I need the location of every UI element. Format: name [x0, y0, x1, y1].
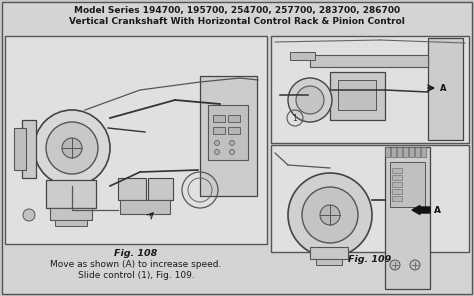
Bar	[46, 180, 96, 208]
Bar	[213, 127, 225, 134]
Circle shape	[215, 141, 219, 146]
Circle shape	[46, 122, 98, 174]
Bar	[22, 120, 36, 178]
Text: A: A	[440, 83, 447, 93]
Bar	[316, 259, 342, 265]
Circle shape	[296, 86, 324, 114]
Bar	[120, 200, 170, 214]
Circle shape	[34, 110, 110, 186]
Bar	[50, 208, 92, 220]
Bar	[392, 168, 402, 173]
Circle shape	[62, 138, 82, 158]
Bar	[421, 147, 426, 157]
Text: Model Series 194700, 195700, 254700, 257700, 283700, 286700: Model Series 194700, 195700, 254700, 257…	[74, 6, 400, 15]
Circle shape	[302, 187, 358, 243]
Circle shape	[390, 260, 400, 270]
Bar	[228, 127, 240, 134]
Bar	[213, 115, 225, 122]
Bar	[385, 147, 430, 289]
Bar	[271, 36, 469, 143]
Bar	[385, 147, 390, 157]
Circle shape	[229, 141, 235, 146]
Bar	[390, 162, 425, 207]
Bar	[409, 147, 414, 157]
Text: Vertical Crankshaft With Horizontal Control Rack & Pinion Control: Vertical Crankshaft With Horizontal Cont…	[69, 17, 405, 26]
Circle shape	[229, 149, 235, 155]
Bar	[397, 147, 402, 157]
Text: Fig. 108: Fig. 108	[114, 249, 158, 258]
Bar	[391, 147, 396, 157]
Circle shape	[320, 205, 340, 225]
Circle shape	[288, 78, 332, 122]
Bar	[5, 36, 267, 244]
Bar	[392, 175, 402, 180]
Bar	[271, 145, 469, 252]
Text: Slide control (1), Fig. 109.: Slide control (1), Fig. 109.	[78, 271, 194, 280]
Bar	[14, 128, 26, 170]
Circle shape	[288, 173, 372, 257]
Bar	[392, 189, 402, 194]
Text: Move as shown (A) to increase speed.: Move as shown (A) to increase speed.	[50, 260, 222, 269]
Bar	[208, 105, 248, 160]
Bar	[310, 55, 428, 67]
Bar	[200, 76, 257, 196]
Bar	[392, 196, 402, 201]
Bar	[290, 52, 315, 60]
Bar	[55, 220, 87, 226]
Text: A: A	[434, 205, 441, 215]
Bar	[392, 182, 402, 187]
Bar	[330, 72, 385, 120]
Bar	[338, 80, 376, 110]
Circle shape	[410, 260, 420, 270]
Bar	[118, 178, 146, 200]
Circle shape	[23, 209, 35, 221]
Bar	[428, 38, 463, 140]
Circle shape	[215, 149, 219, 155]
Text: 1: 1	[292, 113, 297, 123]
Text: Fig. 109: Fig. 109	[348, 255, 392, 264]
Bar	[228, 115, 240, 122]
Bar	[403, 147, 408, 157]
Bar	[148, 178, 173, 200]
FancyArrow shape	[412, 205, 430, 215]
Bar	[310, 247, 348, 259]
Bar	[415, 147, 420, 157]
